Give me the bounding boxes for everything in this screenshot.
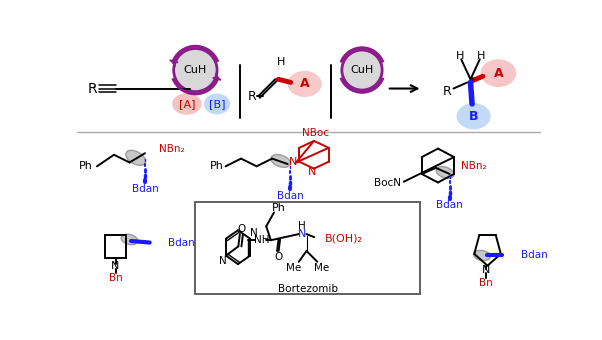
- Text: Bdan: Bdan: [168, 238, 195, 248]
- Text: H: H: [276, 57, 285, 67]
- Ellipse shape: [480, 59, 517, 87]
- Circle shape: [342, 50, 382, 90]
- Text: N: N: [297, 229, 306, 239]
- Text: B: B: [469, 110, 479, 123]
- Text: N: N: [289, 157, 297, 168]
- Ellipse shape: [456, 103, 491, 129]
- Text: NBn₂: NBn₂: [159, 143, 185, 154]
- Text: [B]: [B]: [209, 99, 225, 109]
- Text: O: O: [237, 224, 246, 235]
- Text: NH: NH: [254, 235, 269, 245]
- Text: BocN: BocN: [374, 178, 401, 188]
- Text: N: N: [250, 228, 258, 238]
- Text: Bn: Bn: [109, 273, 122, 283]
- Text: CuH: CuH: [350, 65, 374, 75]
- Text: N: N: [308, 167, 317, 177]
- Text: Bortezomib: Bortezomib: [278, 284, 338, 294]
- Text: Ph: Ph: [210, 161, 224, 171]
- Text: *: *: [470, 76, 474, 86]
- Text: Bdan: Bdan: [436, 200, 463, 210]
- Circle shape: [173, 49, 217, 91]
- Text: O: O: [275, 252, 283, 262]
- Text: N: N: [111, 261, 120, 271]
- Text: H: H: [298, 221, 306, 231]
- Text: H: H: [456, 51, 464, 61]
- Text: Me: Me: [314, 263, 330, 273]
- Text: Ph: Ph: [78, 161, 92, 171]
- Text: R: R: [247, 90, 256, 103]
- Ellipse shape: [172, 93, 202, 115]
- Text: N: N: [482, 265, 490, 275]
- Text: Bdan: Bdan: [521, 251, 548, 260]
- Text: A: A: [494, 67, 503, 80]
- Text: B(OH)₂: B(OH)₂: [325, 234, 363, 244]
- Text: H: H: [477, 51, 486, 61]
- Ellipse shape: [288, 71, 321, 97]
- Text: Bn: Bn: [479, 277, 493, 288]
- Text: Bdan: Bdan: [132, 184, 158, 194]
- Text: R: R: [443, 85, 452, 98]
- Text: A: A: [300, 78, 309, 90]
- Ellipse shape: [121, 234, 138, 245]
- FancyBboxPatch shape: [196, 202, 420, 294]
- Text: Me: Me: [287, 263, 302, 273]
- Text: Ph: Ph: [272, 203, 285, 213]
- Text: CuH: CuH: [184, 65, 207, 75]
- Text: NBoc: NBoc: [302, 128, 329, 138]
- Text: Bdan: Bdan: [276, 191, 303, 201]
- Ellipse shape: [271, 154, 290, 167]
- Text: [A]: [A]: [179, 99, 195, 109]
- Text: N: N: [219, 256, 226, 266]
- Ellipse shape: [436, 167, 454, 178]
- Text: NBn₂: NBn₂: [461, 161, 486, 171]
- Ellipse shape: [126, 150, 146, 166]
- Ellipse shape: [204, 94, 230, 114]
- Text: R: R: [87, 82, 97, 96]
- Ellipse shape: [474, 250, 491, 261]
